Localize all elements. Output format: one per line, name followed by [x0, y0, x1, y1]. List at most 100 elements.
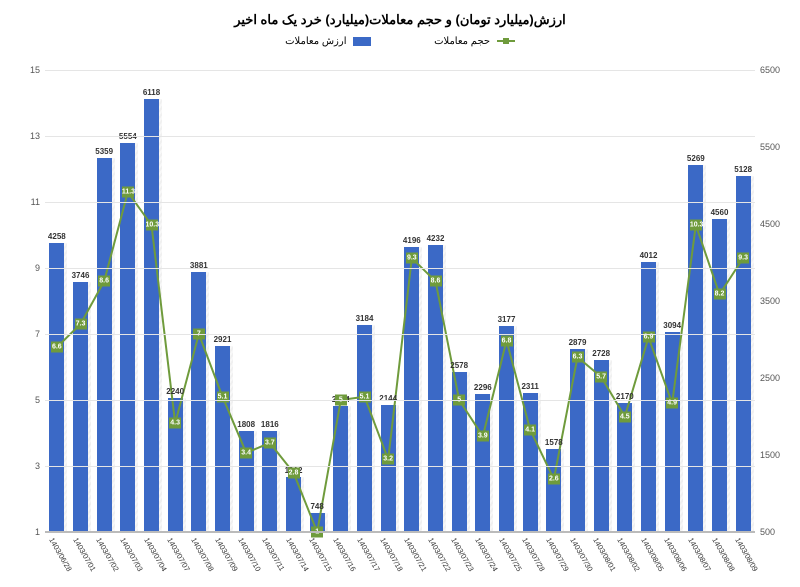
- y-left-tick: 9: [15, 263, 40, 273]
- gridline: [45, 268, 755, 269]
- bar-value-label: 4232: [427, 234, 445, 243]
- gridline: [45, 334, 755, 335]
- y-right-tick: 6500: [760, 65, 790, 75]
- x-tick-label: 1403/07/16: [331, 536, 358, 573]
- x-tick-label: 1403/07/28: [520, 536, 547, 573]
- line-marker: 6.8: [501, 335, 513, 346]
- y-left-tick: 5: [15, 395, 40, 405]
- line-marker: 3.9: [477, 431, 489, 442]
- y-right-tick: 4500: [760, 219, 790, 229]
- bar-value-label: 3094: [663, 321, 681, 330]
- bar-value-label: 1578: [545, 438, 563, 447]
- bar-value-label: 5269: [687, 154, 705, 163]
- x-tick-label: 1403/07/25: [497, 536, 524, 573]
- x-tick-label: 1403/08/02: [615, 536, 642, 573]
- x-tick-label: 1403/08/07: [686, 536, 713, 573]
- x-tick-label: 1403/07/23: [449, 536, 476, 573]
- x-tick-label: 1403/08/06: [662, 536, 689, 573]
- line-marker: 7.3: [75, 319, 87, 330]
- line-marker: 10.3: [690, 220, 702, 231]
- legend-bars-label: ارزش معاملات: [285, 36, 346, 47]
- x-tick-label: 1403/07/07: [165, 536, 192, 573]
- bar-value-label: 4196: [403, 236, 421, 245]
- bar-value-label: 5359: [95, 147, 113, 156]
- gridline: [45, 400, 755, 401]
- x-tick-label: 1403/07/30: [568, 536, 595, 573]
- line-marker: 5.7: [595, 371, 607, 382]
- line-marker: 6.6: [51, 342, 63, 353]
- line-marker: 4.5: [619, 411, 631, 422]
- bar-value-label: 2311: [521, 382, 538, 391]
- y-right-tick: 1500: [760, 450, 790, 460]
- bar-value-label: 5128: [734, 165, 752, 174]
- bar-value-label: 2240: [166, 387, 184, 396]
- y-left-tick: 13: [15, 131, 40, 141]
- x-tick-label: 1403/08/09: [733, 536, 760, 573]
- legend-bars-swatch: [353, 37, 371, 46]
- line-marker: 9.3: [406, 253, 418, 264]
- line-marker: 4.1: [524, 424, 536, 435]
- bar-value-label: 4560: [711, 208, 729, 217]
- x-tick-label: 1403/06/28: [47, 536, 74, 573]
- y-right-tick: 500: [760, 527, 790, 537]
- line-marker: 6.3: [572, 352, 584, 363]
- legend-item-line: حجم معاملات: [434, 36, 515, 47]
- x-tick-label: 1403/07/11: [260, 536, 286, 573]
- bar-value-label: 4258: [48, 232, 66, 241]
- legend: ارزش معاملات حجم معاملات: [0, 36, 800, 47]
- line-marker: 8.6: [430, 276, 442, 287]
- legend-line-swatch: [497, 40, 515, 42]
- x-tick-label: 1403/07/21: [402, 536, 429, 573]
- x-tick-label: 1403/08/05: [639, 536, 666, 573]
- x-tick-label: 1403/07/17: [355, 536, 382, 573]
- line-marker: 3.2: [382, 454, 394, 465]
- gridline: [45, 70, 755, 71]
- x-tick-label: 1403/07/15: [307, 536, 334, 573]
- legend-line-label: حجم معاملات: [434, 36, 490, 47]
- chart-title: ارزش(میلیارد تومان) و حجم معاملات(میلیار…: [0, 12, 800, 28]
- legend-item-bars: ارزش معاملات: [285, 36, 371, 47]
- line-marker: 3.7: [264, 437, 276, 448]
- x-tick-label: 1403/07/10: [236, 536, 263, 573]
- bar-value-label: 2144: [379, 394, 397, 403]
- y-right-tick: 3500: [760, 296, 790, 306]
- chart-container: ارزش(میلیارد تومان) و حجم معاملات(میلیار…: [0, 0, 800, 587]
- line-marker: 8.2: [714, 289, 726, 300]
- y-right-tick: 2500: [760, 373, 790, 383]
- line-marker: 9.3: [737, 253, 749, 264]
- x-tick-label: 1403/07/09: [213, 536, 240, 573]
- line-marker: 8.6: [98, 276, 110, 287]
- x-tick-label: 1403/07/22: [426, 536, 453, 573]
- y-left-tick: 7: [15, 329, 40, 339]
- bar-value-label: 6118: [143, 88, 160, 97]
- bar-value-label: 3184: [356, 314, 374, 323]
- x-tick-label: 1403/07/29: [544, 536, 571, 573]
- x-tick-label: 1403/07/03: [118, 536, 145, 573]
- bar-value-label: 3177: [498, 315, 516, 324]
- line-marker: 2.6: [548, 474, 560, 485]
- bar-value-label: 2921: [214, 335, 232, 344]
- line-marker: 2.8: [288, 467, 300, 478]
- gridline: [45, 136, 755, 137]
- x-tick-label: 1403/07/08: [189, 536, 216, 573]
- bar-value-label: 2728: [592, 349, 610, 358]
- x-tick-label: 1403/08/08: [710, 536, 737, 573]
- x-tick-label: 1403/07/14: [284, 536, 311, 573]
- x-tick-label: 1403/07/24: [473, 536, 500, 573]
- x-tick-label: 1403/07/04: [142, 536, 169, 573]
- line-marker: 4.3: [169, 418, 181, 429]
- bar-value-label: 1808: [237, 420, 255, 429]
- bar-value-label: 2879: [569, 338, 587, 347]
- x-tick-label: 1403/08/01: [591, 536, 618, 573]
- gridline: [45, 202, 755, 203]
- gridline: [45, 466, 755, 467]
- bar-value-label: 4012: [640, 251, 658, 260]
- bar-value-label: 1816: [261, 420, 279, 429]
- y-left-tick: 3: [15, 461, 40, 471]
- y-left-tick: 15: [15, 65, 40, 75]
- bar-value-label: 2578: [450, 361, 468, 370]
- x-tick-label: 1403/07/01: [71, 536, 98, 573]
- y-right-tick: 5500: [760, 142, 790, 152]
- plot-area: 4258374653595554611822403881292118081816…: [45, 70, 755, 532]
- line-marker: 11.3: [122, 187, 134, 198]
